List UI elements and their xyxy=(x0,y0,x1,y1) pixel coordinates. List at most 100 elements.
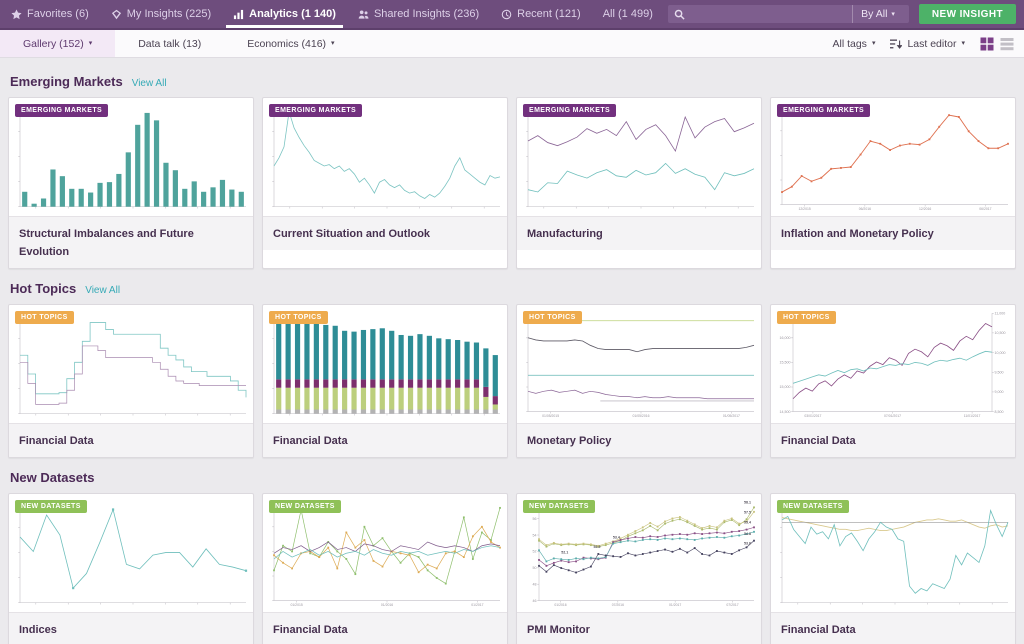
svg-text:53.6: 53.6 xyxy=(744,541,751,545)
chart-thumbnail: NEW DATASETS xyxy=(771,494,1015,612)
svg-text:9,500: 9,500 xyxy=(995,370,1004,374)
view-all-link[interactable]: View All xyxy=(85,285,121,296)
nav-item-analytics[interactable]: Analytics (1 140) xyxy=(222,0,347,28)
svg-text:52.1: 52.1 xyxy=(561,550,568,554)
card-title: Indices xyxy=(19,624,57,636)
svg-text:11/01/2017: 11/01/2017 xyxy=(964,414,981,418)
card-badge: NEW DATASETS xyxy=(269,500,341,513)
chart-thumbnail: 12/2015 06/2016 12/2016 06/2017 EMERGING MAR… xyxy=(771,98,1015,216)
chevron-down-icon: ▾ xyxy=(331,40,335,47)
card-badge: EMERGING MARKETS xyxy=(523,104,617,117)
new-insight-button[interactable]: NEW INSIGHT xyxy=(918,4,1016,24)
chart-thumbnail: 5856545250484601/201607/201601/201707/20… xyxy=(517,494,761,612)
card-badge: HOT TOPICS xyxy=(269,311,328,324)
all-tags-dropdown[interactable]: All tags ▾ xyxy=(833,38,876,50)
svg-text:01/2015: 01/2015 xyxy=(290,603,302,607)
svg-text:01/2017: 01/2017 xyxy=(669,603,681,607)
people-icon xyxy=(358,9,369,19)
svg-text:8,500: 8,500 xyxy=(995,410,1004,414)
card-footer: Financial Data xyxy=(771,612,1015,644)
card-badge: HOT TOPICS xyxy=(523,311,582,324)
svg-text:48: 48 xyxy=(532,582,536,586)
view-all-link[interactable]: View All xyxy=(131,78,167,89)
grid-view-icon[interactable] xyxy=(980,37,994,51)
tab-label: Data talk (13) xyxy=(138,37,202,50)
all-tags-label: All tags xyxy=(832,37,867,50)
card-title: Monetary Policy xyxy=(527,435,612,447)
svg-text:07/2017: 07/2017 xyxy=(726,603,738,607)
svg-text:01/2016: 01/2016 xyxy=(554,603,566,607)
filter-bar: Gallery (152) ▾ Data talk (13) Economics… xyxy=(0,30,1024,58)
card-title: Financial Data xyxy=(273,435,348,447)
nav-item-all[interactable]: All (1 499) xyxy=(592,0,664,28)
svg-text:01/2017: 01/2017 xyxy=(471,603,483,607)
insight-card[interactable]: 01/2015 01/2016 01/2017 NEW DATASETS Financi… xyxy=(262,493,508,644)
tab-gallery[interactable]: Gallery (152) ▾ xyxy=(0,30,116,57)
search-bar[interactable]: By All ▾ xyxy=(667,5,909,23)
insight-card[interactable]: HOT TOPICS Financial Data xyxy=(8,304,254,458)
svg-text:54.8: 54.8 xyxy=(744,532,751,536)
card-badge: NEW DATASETS xyxy=(15,500,87,513)
card-footer: Financial Data xyxy=(9,423,253,457)
tab-data-talk[interactable]: Data talk (13) xyxy=(115,30,224,57)
last-editor-label: Last editor xyxy=(907,37,957,50)
insight-card[interactable]: 12/2015 06/2016 12/2016 06/2017 EMERGING MAR… xyxy=(770,97,1016,269)
last-editor-dropdown[interactable]: Last editor ▾ xyxy=(890,38,965,50)
svg-text:06/2016: 06/2016 xyxy=(859,207,871,211)
chevron-down-icon: ▾ xyxy=(88,40,93,47)
insight-card[interactable]: EMERGING MARKETS Manufacturing xyxy=(516,97,762,269)
nav-item-favorites[interactable]: Favorites (6) xyxy=(0,0,100,28)
svg-text:15,500: 15,500 xyxy=(780,361,791,365)
card-footer: PMI Monitor xyxy=(517,612,761,644)
nav-item-recent[interactable]: Recent (121) xyxy=(490,0,592,28)
insight-card[interactable]: 16,50016,00015,50015,00014,50011,00010,5… xyxy=(770,304,1016,458)
insight-card[interactable]: 01/05/2015 01/05/2016 01/05/2017 HOT TOPICS… xyxy=(516,304,762,458)
insight-card[interactable]: EMERGING MARKETS Current Situation and Ou… xyxy=(262,97,508,269)
nav-item-shared-insights[interactable]: Shared Insights (236) xyxy=(347,0,490,28)
nav-item-label: Recent (121) xyxy=(517,8,581,20)
card-grid: HOT TOPICS Financial Data HOT TOPICS Financ… xyxy=(8,304,1016,458)
svg-text:11,000: 11,000 xyxy=(995,311,1006,315)
insight-card[interactable]: HOT TOPICS Financial Data xyxy=(262,304,508,458)
card-footer: Financial Data xyxy=(771,423,1015,457)
card-title: Structural Imbalances and Future Evoluti… xyxy=(19,228,194,258)
insight-card[interactable]: 5856545250484601/201607/201601/201707/20… xyxy=(516,493,762,644)
chart-thumbnail: HOT TOPICS xyxy=(263,305,507,423)
svg-text:15,000: 15,000 xyxy=(780,385,791,389)
card-footer: Monetary Policy xyxy=(517,423,761,457)
card-title: PMI Monitor xyxy=(527,624,590,636)
svg-text:01/05/2016: 01/05/2016 xyxy=(633,414,650,418)
svg-text:14,500: 14,500 xyxy=(780,410,791,414)
insight-card[interactable]: NEW DATASETS Financial Data xyxy=(770,493,1016,644)
card-title: Manufacturing xyxy=(527,228,603,240)
insights-icon xyxy=(111,9,121,19)
svg-text:56: 56 xyxy=(532,517,536,521)
card-title: Financial Data xyxy=(781,435,856,447)
insight-card[interactable]: EMERGING MARKETS Structural Imbalances an… xyxy=(8,97,254,269)
card-footer: Financial Data xyxy=(263,423,507,457)
nav-item-label: Shared Insights (236) xyxy=(373,8,480,20)
by-all-dropdown[interactable]: By All ▾ xyxy=(852,5,903,23)
list-view-icon[interactable] xyxy=(1000,37,1014,51)
svg-text:01/05/2015: 01/05/2015 xyxy=(542,414,559,418)
svg-text:55.4: 55.4 xyxy=(744,521,752,525)
chevron-down-icon: ▾ xyxy=(891,10,895,18)
tab-economics[interactable]: Economics (416) ▾ xyxy=(224,30,357,57)
card-badge: NEW DATASETS xyxy=(777,500,849,513)
card-footer: Indices xyxy=(9,612,253,644)
top-navigation: Favorites (6) My Insights (225) Analytic… xyxy=(0,0,1024,30)
chart-thumbnail: NEW DATASETS xyxy=(9,494,253,612)
search-input[interactable] xyxy=(684,8,853,20)
svg-text:57.5: 57.5 xyxy=(744,510,751,514)
chart-thumbnail: 01/05/2015 01/05/2016 01/05/2017 HOT TOPICS xyxy=(517,305,761,423)
content: Emerging Markets View All EMERGING MARKETS… xyxy=(0,58,1024,644)
nav-item-label: Analytics (1 140) xyxy=(249,8,336,20)
svg-text:54: 54 xyxy=(532,533,536,537)
tab-label: Gallery (152) xyxy=(23,37,84,50)
svg-text:53.4: 53.4 xyxy=(613,535,621,539)
svg-text:16,000: 16,000 xyxy=(780,336,791,340)
chart-thumbnail: HOT TOPICS xyxy=(9,305,253,423)
chevron-down-icon: ▾ xyxy=(871,40,876,47)
nav-item-my-insights[interactable]: My Insights (225) xyxy=(100,0,222,28)
insight-card[interactable]: NEW DATASETS Indices xyxy=(8,493,254,644)
